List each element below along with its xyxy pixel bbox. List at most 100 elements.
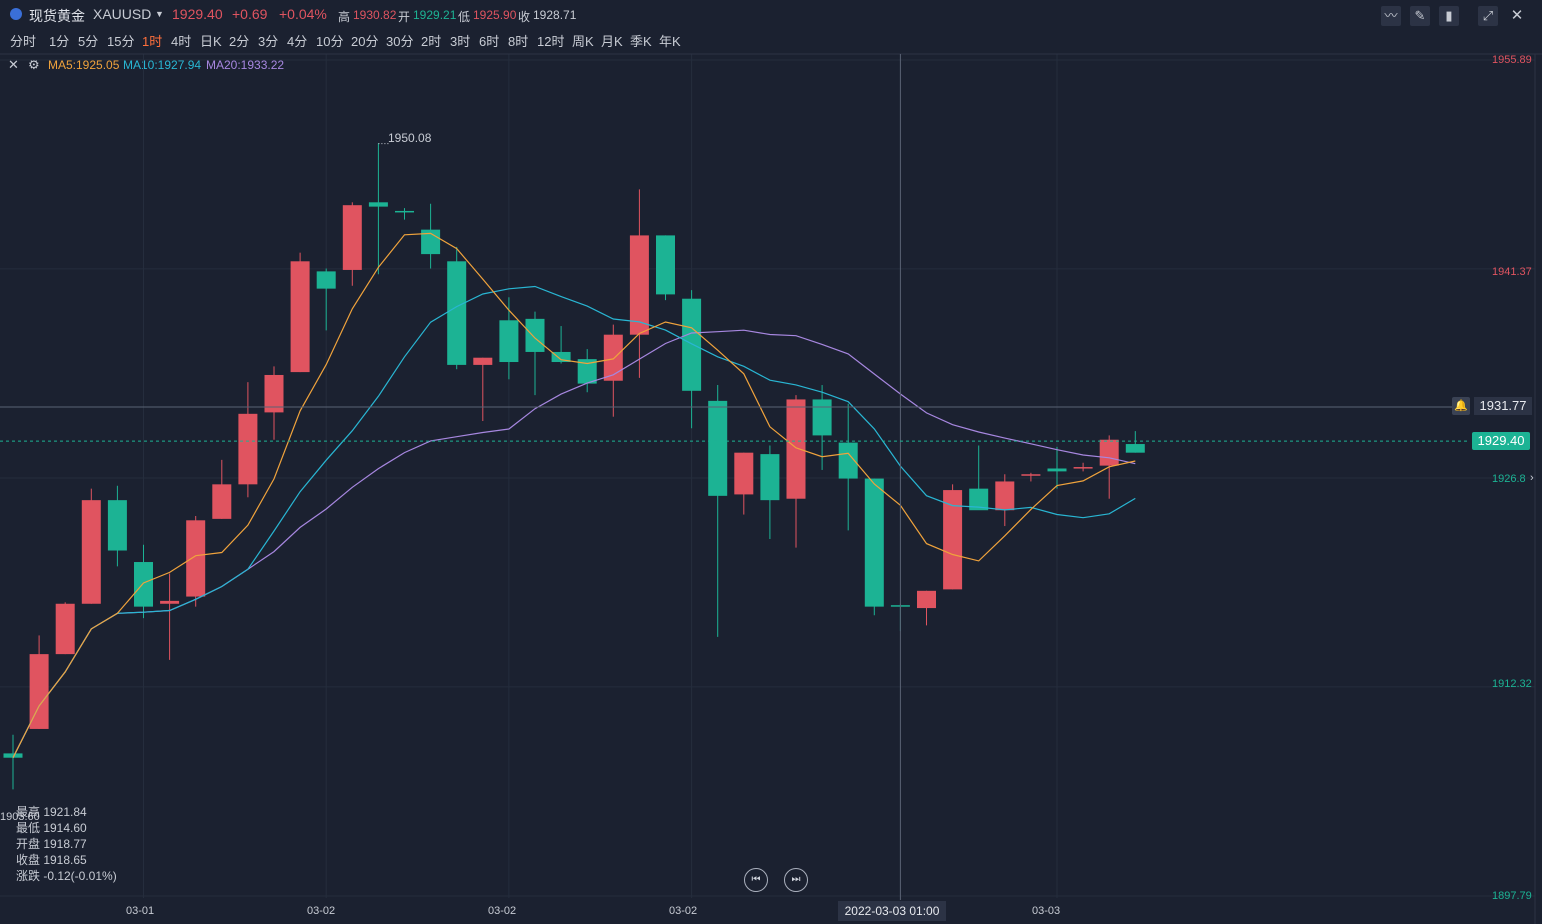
ma10-line [12, 285, 1136, 758]
ohlc-close: 收盘 1918.65 [16, 853, 87, 867]
ma5-line [12, 232, 1136, 758]
ma20-label: MA20:1933.22 [206, 58, 285, 72]
ohlc-open: 开盘 1918.77 [16, 837, 87, 851]
candle-body [969, 488, 989, 511]
period-tab[interactable]: 月K [601, 34, 623, 49]
period-tab[interactable]: 30分 [386, 34, 414, 49]
period-tab[interactable]: 日K [200, 34, 222, 49]
candle-body [473, 357, 493, 365]
open-value: 1929.21 [413, 8, 457, 22]
candle-body [1073, 467, 1093, 469]
candle-body [682, 298, 702, 391]
price-scale-4: 1912.32 [1492, 678, 1532, 690]
indicator-settings-icon[interactable]: ⚙ [28, 57, 40, 72]
period-tab[interactable]: 2分 [229, 34, 250, 49]
period-tab[interactable]: 1分 [49, 34, 70, 49]
time-label-3: 03-02 [488, 905, 517, 917]
price-scale-3: 1926.8 [1492, 473, 1526, 485]
candle-body [943, 490, 963, 590]
period-tab[interactable]: 1时 [142, 34, 163, 49]
indicator-icon[interactable]: 〰 [1381, 6, 1401, 26]
candle-body [3, 753, 23, 758]
candle-body [212, 484, 232, 519]
candle-body [238, 413, 258, 485]
period-tab[interactable]: 8时 [508, 34, 529, 49]
period-tab[interactable]: 4分 [287, 34, 308, 49]
candle-body [421, 229, 441, 255]
candle-body [838, 442, 858, 479]
close-value: 1928.71 [533, 8, 577, 22]
high-value: 1930.82 [353, 8, 397, 22]
candle-body [708, 400, 728, 496]
ma10-label: MA10:1927.94 [123, 58, 202, 72]
period-tab[interactable]: 分时 [10, 34, 37, 49]
candle-body [995, 481, 1015, 511]
period-tab[interactable]: 3分 [258, 34, 279, 49]
close-icon[interactable]: ✕ [1510, 7, 1524, 24]
candle-body [1125, 444, 1145, 453]
candle-body [81, 500, 101, 604]
candle-body [499, 320, 519, 363]
period-tab[interactable]: 季K [630, 34, 652, 49]
fullscreen-icon[interactable]: ⤢ [1478, 6, 1498, 26]
close-label: 收 [518, 10, 531, 24]
symbol-code[interactable]: XAUUSD [93, 6, 152, 22]
candle-body [55, 603, 75, 655]
candle-body [447, 261, 467, 365]
period-tab[interactable]: 15分 [107, 34, 135, 49]
symbol-dropdown-icon[interactable]: ▼ [155, 9, 164, 19]
price-scale-bottom: 1897.79 [1492, 890, 1532, 902]
scroll-to-start-icon[interactable]: ⏮ [744, 868, 768, 892]
chart-header: 现货黄金 XAUUSD ▼ 1929.40 +0.69 +0.04% 高 193… [0, 0, 1542, 30]
candle-body [890, 605, 910, 607]
time-label-4: 03-02 [669, 905, 698, 917]
candle-body [734, 452, 754, 495]
price-change: +0.69 [232, 6, 268, 22]
period-tab[interactable]: 20分 [351, 34, 379, 49]
time-label-1: 03-01 [126, 905, 155, 917]
period-tab[interactable]: 6时 [479, 34, 500, 49]
low-value: 1925.90 [473, 8, 517, 22]
price-scale-top: 1955.89 [1492, 54, 1532, 66]
hide-indicator-icon[interactable]: ✕ [8, 57, 19, 72]
scroll-to-end-icon[interactable]: ⏭ [784, 868, 808, 892]
ohlc-info-panel: 最高 1921.84 最低 1914.60 开盘 1918.77 收盘 1918… [16, 804, 117, 884]
ohlc-low: 最低 1914.60 [16, 821, 87, 835]
candle-body [864, 478, 884, 607]
candle-body [29, 654, 49, 729]
period-tab[interactable]: 年K [659, 34, 681, 49]
candle-body [603, 334, 623, 381]
candle-body [316, 271, 336, 289]
open-label: 开 [398, 10, 411, 24]
price-change-pct: +0.04% [279, 6, 327, 22]
candle-body [656, 235, 675, 295]
crosshair-price-tag: 1931.77 [1474, 397, 1532, 415]
scale-collapse-icon[interactable]: › [1530, 472, 1534, 484]
candle-body [629, 235, 649, 335]
candle-body [760, 454, 780, 501]
high-label: 高 [338, 10, 351, 24]
candle-type-icon[interactable]: ▮ [1439, 6, 1459, 26]
period-tab[interactable]: 12时 [537, 34, 565, 49]
candle-body [342, 205, 362, 270]
candle-body [290, 261, 310, 373]
period-tab[interactable]: 2时 [421, 34, 442, 49]
alert-bell-icon[interactable]: 🔔 [1452, 397, 1470, 415]
symbol-name[interactable]: 现货黄金 [29, 8, 85, 24]
ma20-line [12, 329, 1136, 758]
candle-body [551, 351, 571, 363]
draw-pencil-icon[interactable]: ✎ [1410, 6, 1430, 26]
candle-body [107, 500, 127, 551]
period-tab[interactable]: 4时 [171, 34, 192, 49]
candle-body [917, 590, 936, 609]
crosshair-time-tag: 2022-03-03 01:00 [838, 901, 946, 921]
candle-body [186, 520, 206, 597]
period-tab[interactable]: 10分 [316, 34, 344, 49]
period-tab[interactable]: 5分 [78, 34, 99, 49]
candle-body [1099, 439, 1119, 466]
period-tab[interactable]: 周K [572, 34, 594, 49]
candle-body [1021, 474, 1041, 476]
period-tab[interactable]: 3时 [450, 34, 471, 49]
peak-price-label: 1950.08 [388, 131, 432, 145]
